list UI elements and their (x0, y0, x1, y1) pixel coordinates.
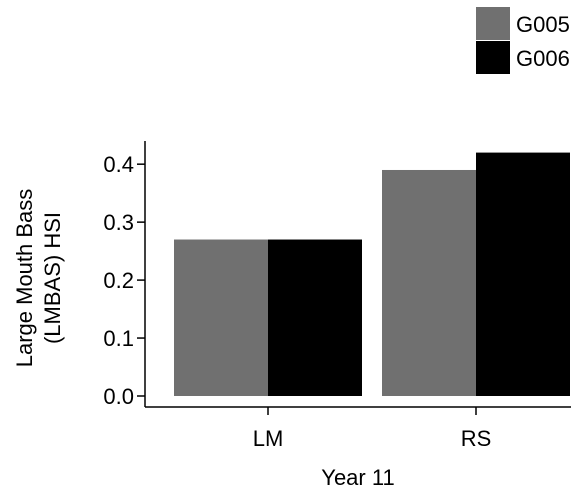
x-axis-label: Year 11 (321, 465, 394, 490)
bar-rs-g005 (382, 169, 476, 396)
x-tick-label: RS (461, 426, 492, 451)
bar-rs-g006 (476, 152, 570, 396)
y-tick-label: 0.3 (103, 210, 134, 235)
y-tick-label: 0.0 (103, 384, 134, 409)
bars-group (174, 152, 570, 396)
y-axis-label-line-1: Large Mouth Bass (12, 189, 37, 368)
legend: G005 G006 (476, 7, 570, 74)
bar-lm-g005 (174, 239, 268, 396)
legend-label-g005: G005 (516, 12, 570, 37)
x-axis: LM RS (145, 406, 571, 451)
y-axis-label: Large Mouth Bass (LMBAS) HSI (12, 189, 65, 368)
legend-swatch-g005 (476, 7, 510, 40)
y-tick-label: 0.4 (103, 152, 134, 177)
legend-swatch-g006 (476, 41, 510, 74)
y-tick-label: 0.2 (103, 268, 134, 293)
y-axis: 0.0 0.1 0.2 0.3 0.4 (103, 141, 146, 409)
y-tick-label: 0.1 (103, 326, 134, 351)
legend-label-g006: G006 (516, 46, 570, 71)
y-axis-label-line-2: (LMBAS) HSI (40, 212, 65, 344)
x-tick-label: LM (253, 426, 284, 451)
bar-lm-g006 (268, 239, 362, 396)
